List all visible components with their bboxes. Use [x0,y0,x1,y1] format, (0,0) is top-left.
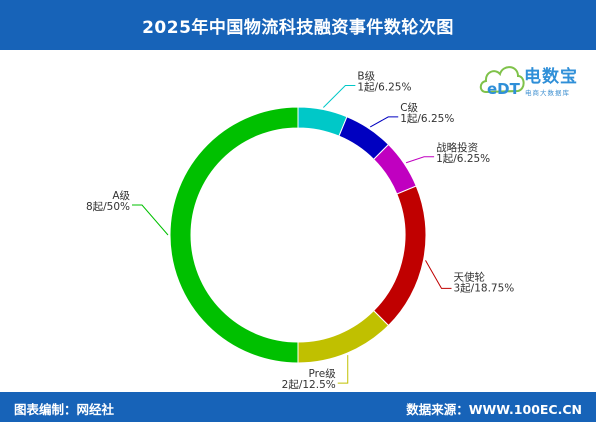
logo-tagline: 电商大数据库 [525,89,570,97]
chart-title-bar: 2025年中国物流科技融资事件数轮次图 [0,0,596,50]
logo: eDT 电数宝 电商大数据库 [478,56,590,106]
slice-value-label-4: 3起/18.75% [454,282,515,294]
slice-category-label-0: A级 [112,190,130,202]
slice-value-label-1: 1起/6.25% [357,81,411,93]
slice-value-label-2: 1起/6.25% [400,113,454,125]
leader-line-5 [337,355,349,384]
slice-5 [297,309,390,364]
slice-category-label-5: Pre级 [309,368,337,380]
slice-category-label-3: 战略投资 [436,141,478,154]
logo-icon-text: eDT [487,80,521,98]
footer-bar: 图表编制：网经社 数据来源：WWW.100EC.CN [0,392,596,422]
chart-title: 2025年中国物流科技融资事件数轮次图 [142,17,454,38]
logo-name: 电数宝 [524,67,578,87]
leader-line-2 [369,116,399,128]
slice-value-label-3: 1起/6.25% [436,153,490,165]
slice-category-label-2: C级 [400,102,418,114]
donut-chart: B级1起/6.25%C级1起/6.25%战略投资1起/6.25%天使轮3起/18… [86,70,515,391]
slice-value-label-0: 8起/50% [86,201,130,213]
slice-value-label-5: 2起/12.5% [282,379,336,391]
footer-credit: 图表编制：网经社 [14,402,115,417]
footer-source: 数据来源：WWW.100EC.CN [406,402,582,417]
slice-4 [372,185,427,327]
slice-1 [297,106,348,137]
cloud-edt-icon: eDT [479,66,525,98]
leader-line-0 [132,204,169,236]
slice-category-label-1: B级 [357,70,375,82]
leader-line-1 [323,84,356,108]
leader-line-4 [425,260,452,289]
slice-0 [169,106,299,364]
leader-line-3 [405,156,435,164]
slice-category-label-4: 天使轮 [454,270,486,283]
